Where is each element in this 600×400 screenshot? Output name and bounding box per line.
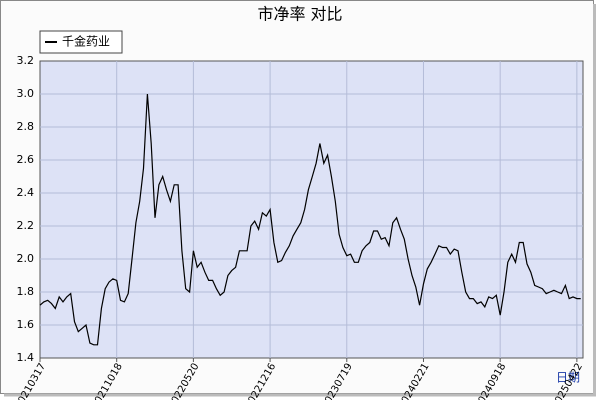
legend-box bbox=[39, 30, 123, 54]
y-tick-label: 2.4 bbox=[17, 186, 35, 199]
plot-area bbox=[39, 60, 584, 359]
y-tick-label: 1.6 bbox=[17, 318, 35, 331]
y-tick-label: 2.6 bbox=[17, 153, 35, 166]
y-tick-label: 2.0 bbox=[17, 252, 35, 265]
y-tick-label: 3.0 bbox=[17, 87, 35, 100]
chart-title: 市净率 对比 bbox=[257, 5, 342, 24]
y-tick-label: 3.2 bbox=[17, 54, 35, 67]
legend-label: 千金药业 bbox=[62, 34, 110, 49]
y-tick-label: 2.8 bbox=[17, 120, 35, 133]
data-line bbox=[39, 93, 581, 346]
y-tick-label: 1.8 bbox=[17, 285, 35, 298]
x-axis-label: 日期 bbox=[556, 371, 580, 385]
y-tick-label: 2.2 bbox=[17, 219, 35, 232]
legend: 千金药业 bbox=[39, 30, 123, 54]
y-tick-label: 1.4 bbox=[17, 351, 35, 364]
